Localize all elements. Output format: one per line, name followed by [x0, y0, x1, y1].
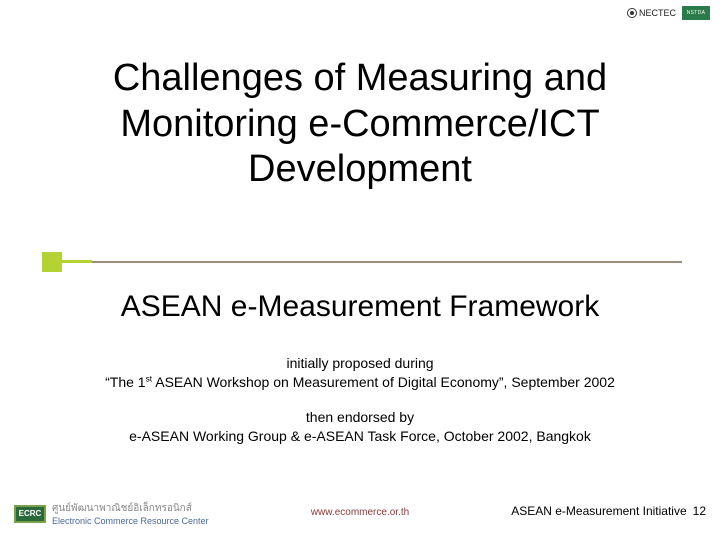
- ecrc-badge-text: ECRC: [19, 509, 42, 518]
- footer: ECRC ศูนย์พัฒนาพาณิชย์อิเล็กทรอนิกส์ Ele…: [0, 488, 720, 534]
- nectec-icon: [627, 8, 637, 18]
- proposed-line1: initially proposed during: [52, 354, 668, 373]
- page-number: 12: [693, 504, 706, 518]
- footer-right: ASEAN e-Measurement Initiative 12: [511, 504, 706, 518]
- proposed-line2-pre: “The 1: [105, 374, 145, 390]
- proposed-text-block: initially proposed during “The 1st ASEAN…: [52, 354, 668, 392]
- nectec-logo: NECTEC: [627, 8, 676, 18]
- proposed-line2-post: ASEAN Workshop on Measurement of Digital…: [152, 374, 615, 390]
- footer-left-logo: ECRC ศูนย์พัฒนาพาณิชย์อิเล็กทรอนิกส์ Ele…: [14, 501, 209, 526]
- accent-square-icon: [42, 252, 62, 272]
- nectec-logo-text: NECTEC: [639, 8, 676, 18]
- nstda-logo-text: NSTDA: [687, 10, 705, 16]
- nstda-logo: NSTDA: [682, 6, 710, 20]
- initiative-label: ASEAN e-Measurement Initiative: [511, 504, 686, 518]
- content-area: Challenges of Measuring and Monitoring e…: [50, 56, 670, 193]
- ecrc-text-block: ศูนย์พัฒนาพาณิชย์อิเล็กทรอนิกส์ Electron…: [52, 501, 209, 526]
- proposed-line2: “The 1st ASEAN Workshop on Measurement o…: [52, 373, 668, 392]
- endorsed-text-block: then endorsed by e-ASEAN Working Group &…: [52, 408, 668, 446]
- footer-url: www.ecommerce.or.th: [311, 507, 409, 518]
- ecrc-english-text: Electronic Commerce Resource Center: [52, 516, 209, 526]
- endorsed-line2: e-ASEAN Working Group & e-ASEAN Task For…: [52, 427, 668, 446]
- ecrc-badge: ECRC: [14, 505, 46, 523]
- slide-title: Challenges of Measuring and Monitoring e…: [50, 56, 670, 193]
- accent-line-gray: [92, 261, 682, 263]
- slide-subtitle: ASEAN e-Measurement Framework: [52, 290, 668, 324]
- endorsed-line1: then endorsed by: [52, 408, 668, 427]
- header-logos: NECTEC NSTDA: [627, 6, 710, 20]
- ecrc-thai-text: ศูนย์พัฒนาพาณิชย์อิเล็กทรอนิกส์: [52, 501, 209, 516]
- accent-rule: [50, 260, 682, 263]
